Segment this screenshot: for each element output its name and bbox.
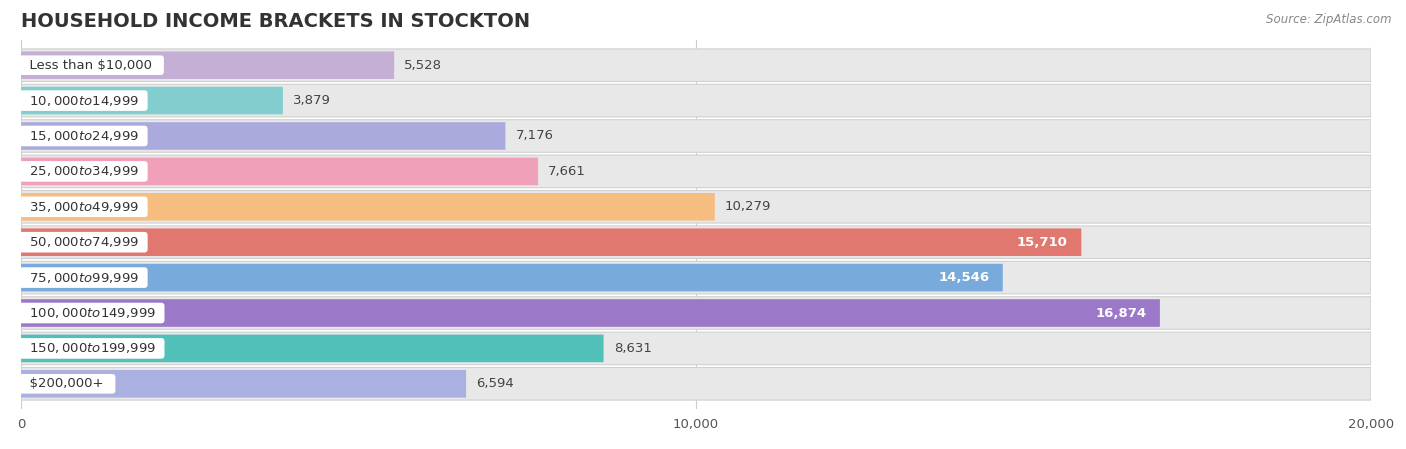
Text: 7,661: 7,661 xyxy=(548,165,586,178)
Text: 14,546: 14,546 xyxy=(938,271,990,284)
Text: Source: ZipAtlas.com: Source: ZipAtlas.com xyxy=(1267,13,1392,26)
FancyBboxPatch shape xyxy=(21,84,1371,117)
FancyBboxPatch shape xyxy=(21,261,1371,294)
Text: HOUSEHOLD INCOME BRACKETS IN STOCKTON: HOUSEHOLD INCOME BRACKETS IN STOCKTON xyxy=(21,12,530,31)
Text: 10,279: 10,279 xyxy=(725,200,772,213)
FancyBboxPatch shape xyxy=(21,297,1371,329)
FancyBboxPatch shape xyxy=(21,155,1371,188)
FancyBboxPatch shape xyxy=(21,158,538,185)
Text: $35,000 to $49,999: $35,000 to $49,999 xyxy=(21,200,145,214)
FancyBboxPatch shape xyxy=(21,299,1160,327)
Text: Less than $10,000: Less than $10,000 xyxy=(21,59,160,72)
Text: $15,000 to $24,999: $15,000 to $24,999 xyxy=(21,129,145,143)
Text: 5,528: 5,528 xyxy=(405,59,443,72)
FancyBboxPatch shape xyxy=(21,335,603,362)
FancyBboxPatch shape xyxy=(21,264,1002,291)
Text: $100,000 to $149,999: $100,000 to $149,999 xyxy=(21,306,162,320)
FancyBboxPatch shape xyxy=(21,229,1081,256)
FancyBboxPatch shape xyxy=(21,49,1371,81)
Text: 7,176: 7,176 xyxy=(516,129,554,142)
Text: $50,000 to $74,999: $50,000 to $74,999 xyxy=(21,235,145,249)
Text: 16,874: 16,874 xyxy=(1095,307,1146,320)
Text: 15,710: 15,710 xyxy=(1017,236,1067,249)
Text: 8,631: 8,631 xyxy=(613,342,651,355)
FancyBboxPatch shape xyxy=(21,193,714,220)
Text: $25,000 to $34,999: $25,000 to $34,999 xyxy=(21,164,145,178)
FancyBboxPatch shape xyxy=(21,226,1371,259)
Text: $10,000 to $14,999: $10,000 to $14,999 xyxy=(21,93,145,108)
FancyBboxPatch shape xyxy=(21,87,283,114)
Text: $75,000 to $99,999: $75,000 to $99,999 xyxy=(21,271,145,285)
FancyBboxPatch shape xyxy=(21,120,1371,152)
FancyBboxPatch shape xyxy=(21,190,1371,223)
FancyBboxPatch shape xyxy=(21,368,1371,400)
FancyBboxPatch shape xyxy=(21,122,505,150)
Text: 3,879: 3,879 xyxy=(292,94,330,107)
Text: 6,594: 6,594 xyxy=(477,377,515,390)
FancyBboxPatch shape xyxy=(21,332,1371,365)
FancyBboxPatch shape xyxy=(21,370,467,398)
FancyBboxPatch shape xyxy=(21,51,394,79)
Text: $200,000+: $200,000+ xyxy=(21,377,112,390)
Text: $150,000 to $199,999: $150,000 to $199,999 xyxy=(21,341,162,356)
